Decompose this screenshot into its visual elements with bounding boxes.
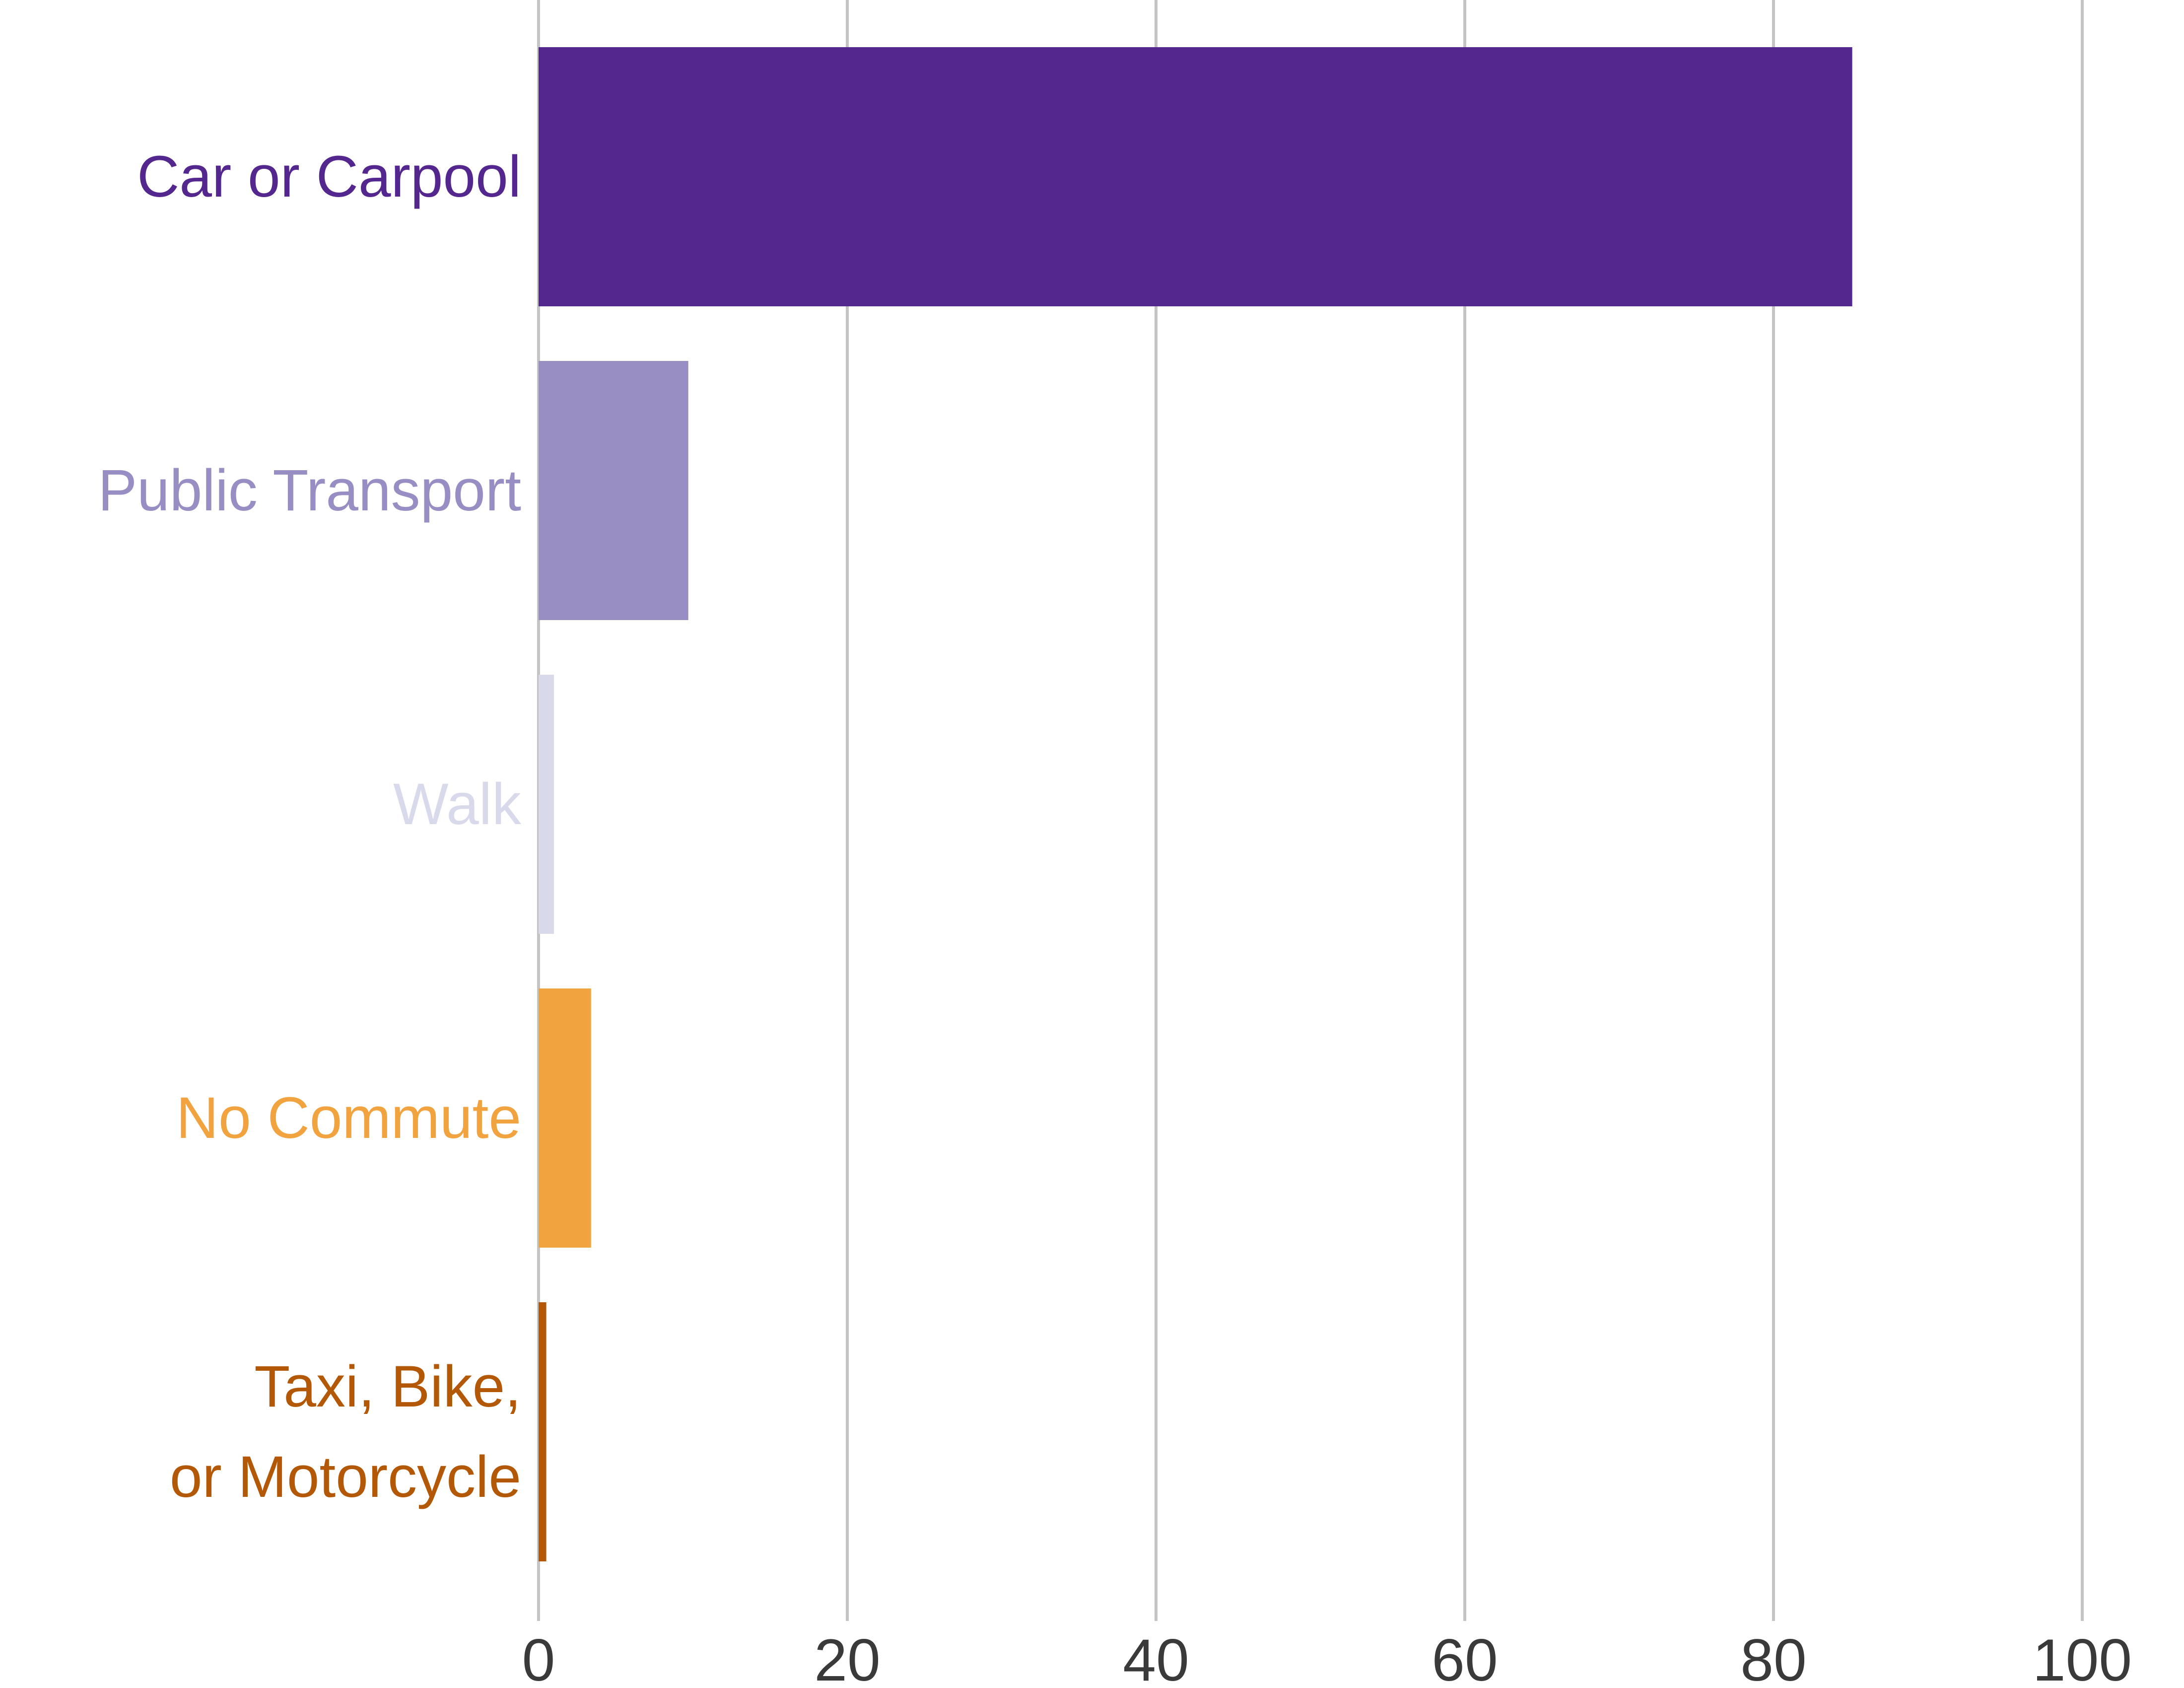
category-label-walk: Walk — [393, 772, 522, 837]
category-label-taxi-bike-or-motorcycle-line-1: Taxi, Bike, — [254, 1354, 521, 1419]
x-tick-label-0: 0 — [522, 1627, 555, 1688]
x-tick-label-60: 60 — [1432, 1627, 1498, 1688]
x-tick-label-40: 40 — [1123, 1627, 1189, 1688]
bars — [539, 47, 1852, 1561]
bar-taxi-bike-or-motorcycle — [539, 1302, 546, 1561]
category-label-taxi-bike-or-motorcycle-line-2: or Motorcycle — [170, 1444, 521, 1510]
bar-car-or-carpool — [539, 47, 1852, 306]
bar-public-transport — [539, 361, 688, 620]
category-label-no-commute: No Commute — [176, 1085, 521, 1151]
bar-no-commute — [539, 988, 591, 1248]
bar-walk — [539, 675, 554, 934]
category-labels: Car or Carpool Public Transport Walk No Com… — [98, 144, 522, 1510]
x-tick-label-80: 80 — [1740, 1627, 1806, 1688]
x-tick-label-100: 100 — [2033, 1627, 2132, 1688]
x-axis-tick-labels: 0 20 40 60 80 100 — [522, 1627, 2132, 1688]
category-label-car-or-carpool: Car or Carpool — [137, 144, 521, 210]
x-tick-label-20: 20 — [814, 1627, 880, 1688]
category-label-public-transport: Public Transport — [98, 458, 521, 523]
